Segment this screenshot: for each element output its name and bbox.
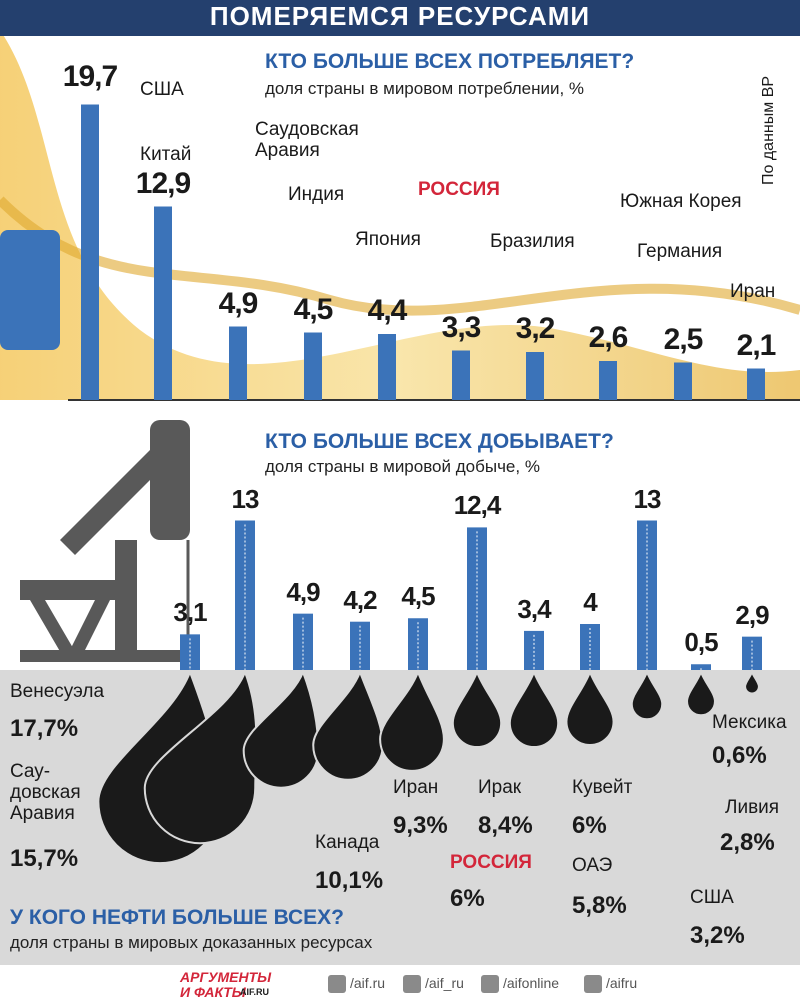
pumpjack (20, 420, 190, 662)
chart-title: КТО БОЛЬШЕ ВСЕХ ПОТРЕБЛЯЕТ? (265, 50, 635, 73)
value-label: 10,1% (315, 867, 384, 894)
value-label: 3,4 (517, 593, 551, 624)
value-label: 13 (231, 483, 260, 514)
bar (524, 630, 544, 670)
bar (452, 350, 470, 400)
category-label: ОАЭ (572, 855, 613, 876)
bar (691, 664, 711, 670)
value-label: 4,5 (293, 292, 334, 326)
value-label: 19,7 (62, 59, 118, 93)
bar (154, 206, 172, 400)
value-label: 3,2 (515, 312, 556, 345)
social-link[interactable]: /aifonline (503, 975, 560, 991)
value-label: 17,7% (10, 715, 79, 742)
category-label: Германия (637, 241, 723, 262)
bar (599, 361, 617, 400)
bar (229, 326, 247, 400)
chart-title: У КОГО НЕФТИ БОЛЬШЕ ВСЕХ? (10, 906, 344, 929)
social-link[interactable]: /aifru (606, 975, 638, 991)
chart-subtitle: доля страны в мировой добыче, % (265, 457, 540, 476)
category-label: Иран (730, 281, 776, 302)
footer-band (0, 965, 800, 1002)
value-label: 4,4 (367, 294, 408, 327)
logo-site: AIF.RU (240, 987, 269, 997)
bar (674, 362, 692, 400)
value-label: 4,5 (401, 581, 435, 612)
value-label: 15,7% (10, 845, 79, 872)
value-label: 3,1 (173, 597, 207, 628)
value-label: 4,9 (218, 286, 259, 320)
oil-drop (686, 669, 716, 717)
value-label: 6% (572, 812, 607, 839)
value-label: 4 (583, 587, 598, 617)
category-label: Индия (288, 184, 345, 205)
header: ПОМЕРЯЕМСЯ РЕСУРСАМИ (209, 1, 591, 31)
value-label: 2,6 (588, 321, 629, 354)
chart-subtitle: доля страны в мировом потреблении, % (265, 79, 585, 98)
category-label: РОССИЯ (418, 179, 500, 200)
chart-title: КТО БОЛЬШЕ ВСЕХ ДОБЫВАЕТ? (265, 430, 614, 453)
oil-drop (630, 669, 664, 721)
category-label: Ливия (725, 797, 780, 818)
oil-drop (565, 669, 615, 746)
value-label: 4,2 (343, 584, 377, 615)
oil-drop (508, 669, 560, 748)
value-label: 0,6% (712, 742, 767, 769)
logo: АРГУМЕНТЫ И ФАКТЫ (180, 969, 272, 1001)
value-label: 2,8% (720, 829, 775, 856)
bar (467, 527, 487, 670)
category-label: Сау- довская Аравия (10, 761, 81, 824)
value-label: 8,4% (478, 812, 533, 839)
bar (526, 352, 544, 400)
chart-subtitle: доля страны в мировых доказанных ресурса… (10, 933, 373, 952)
category-label: Кувейт (572, 777, 633, 798)
oil-drop (379, 669, 445, 772)
value-label: 3,3 (441, 310, 482, 344)
value-label: 2,5 (663, 322, 704, 356)
value-label: 6% (450, 885, 485, 912)
bar (637, 520, 657, 670)
social-icons (328, 975, 602, 993)
bar (747, 368, 765, 400)
value-label: 0,5 (684, 627, 718, 658)
header-band (0, 0, 800, 36)
category-label: Канада (315, 832, 380, 853)
category-label: Южная Корея (620, 191, 742, 212)
value-label: 9,3% (393, 812, 448, 839)
bar (81, 104, 99, 400)
value-label: 13 (633, 483, 662, 514)
value-label: 3,2% (690, 922, 745, 949)
social-link[interactable]: /aif.ru (350, 975, 386, 991)
category-label: США (140, 79, 184, 100)
side-block (0, 230, 60, 350)
value-label: 2,1 (736, 328, 777, 362)
category-label: США (690, 887, 734, 908)
category-label: РОССИЯ (450, 852, 532, 873)
oil-drop (744, 669, 760, 695)
category-label: Бразилия (490, 231, 575, 252)
category-label: Венесуэла (10, 681, 105, 702)
value-label: 2,9 (735, 599, 769, 630)
oil-swirl (0, 30, 800, 400)
category-label: Иран (393, 777, 439, 798)
category-label: Китай (140, 144, 192, 165)
bar (235, 520, 255, 670)
category-label: Ирак (478, 777, 522, 798)
category-label: Саудовская Аравия (255, 119, 359, 161)
bar (580, 624, 600, 670)
category-label: Япония (355, 229, 421, 250)
bar (378, 334, 396, 400)
category-label: Мексика (712, 712, 787, 733)
social-link[interactable]: /aif_ru (425, 975, 464, 991)
value-label: 5,8% (572, 892, 627, 919)
oil-stream (0, 196, 800, 316)
bar (304, 332, 322, 400)
value-label: 4,9 (286, 576, 320, 607)
oil-drop (451, 669, 503, 748)
value-label: 12,9 (135, 166, 191, 200)
source: По данным BP (760, 75, 777, 185)
value-label: 12,4 (453, 490, 502, 521)
